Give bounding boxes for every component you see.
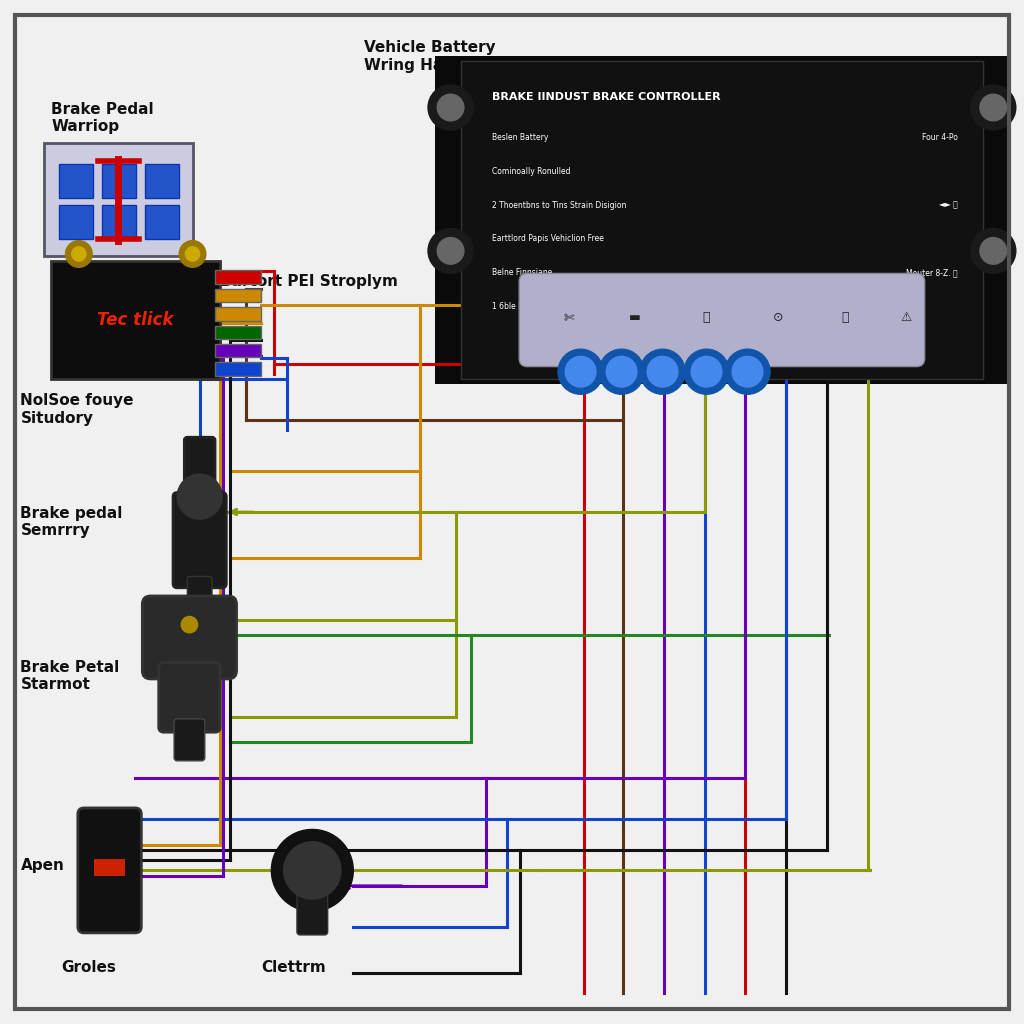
Circle shape <box>684 349 729 394</box>
Text: ⊙: ⊙ <box>773 311 783 324</box>
Circle shape <box>691 356 722 387</box>
Circle shape <box>971 228 1016 273</box>
FancyBboxPatch shape <box>159 663 220 732</box>
Text: ✄: ✄ <box>563 311 573 324</box>
Circle shape <box>732 356 763 387</box>
Text: BRAKE IINDUST BRAKE CONTROLLER: BRAKE IINDUST BRAKE CONTROLLER <box>492 92 720 102</box>
Text: Brake Petal
Starmot: Brake Petal Starmot <box>20 659 120 692</box>
Text: ◄► Ⓐ: ◄► Ⓐ <box>939 201 957 210</box>
FancyBboxPatch shape <box>215 270 261 284</box>
Circle shape <box>725 349 770 394</box>
FancyBboxPatch shape <box>435 56 1009 384</box>
Circle shape <box>185 247 200 261</box>
Circle shape <box>980 238 1007 264</box>
FancyBboxPatch shape <box>59 205 93 239</box>
FancyBboxPatch shape <box>145 205 179 239</box>
Circle shape <box>428 228 473 273</box>
Text: Vehicle Battery
Wring Hattwory: Vehicle Battery Wring Hattwory <box>364 40 500 73</box>
Circle shape <box>980 94 1007 121</box>
FancyBboxPatch shape <box>215 362 261 376</box>
Circle shape <box>177 474 222 519</box>
FancyBboxPatch shape <box>215 307 261 321</box>
FancyBboxPatch shape <box>102 164 136 198</box>
FancyBboxPatch shape <box>102 205 136 239</box>
Text: Earttlord Papis Vehiclion Free: Earttlord Papis Vehiclion Free <box>492 234 603 244</box>
Circle shape <box>971 85 1016 130</box>
Circle shape <box>437 94 464 121</box>
FancyBboxPatch shape <box>94 859 125 876</box>
Circle shape <box>640 349 685 394</box>
FancyBboxPatch shape <box>51 261 220 379</box>
Circle shape <box>181 616 198 633</box>
Circle shape <box>599 349 644 394</box>
Text: Brake pedal
Semrrry: Brake pedal Semrrry <box>20 506 123 539</box>
Text: ⬧: ⬧ <box>702 311 711 324</box>
Text: Apen: Apen <box>20 858 65 872</box>
FancyBboxPatch shape <box>297 867 328 935</box>
FancyBboxPatch shape <box>461 61 983 379</box>
Text: Groles: Groles <box>61 961 117 975</box>
Text: Brake Pedal
Warriop: Brake Pedal Warriop <box>51 101 154 134</box>
FancyBboxPatch shape <box>215 344 261 357</box>
Circle shape <box>179 241 206 267</box>
Text: 2 Thoentbns to Tins Strain Disigion: 2 Thoentbns to Tins Strain Disigion <box>492 201 626 210</box>
Text: 1 6ble Mo ca 7: 1 6ble Mo ca 7 <box>492 302 548 311</box>
FancyBboxPatch shape <box>519 273 925 367</box>
Text: Clettrm: Clettrm <box>261 961 326 975</box>
Text: Four 4-Po: Four 4-Po <box>922 133 957 142</box>
Text: Cominoally Ronulled: Cominoally Ronulled <box>492 167 570 176</box>
FancyBboxPatch shape <box>142 596 237 679</box>
Text: Belne Finnsiane: Belne Finnsiane <box>492 268 552 278</box>
Text: ▬: ▬ <box>629 311 641 324</box>
Text: NolSoe fouye
Situdory: NolSoe fouye Situdory <box>20 393 134 426</box>
Text: Beslen Battery: Beslen Battery <box>492 133 548 142</box>
FancyBboxPatch shape <box>215 289 261 302</box>
Circle shape <box>647 356 678 387</box>
FancyBboxPatch shape <box>59 164 93 198</box>
Circle shape <box>271 829 353 911</box>
Circle shape <box>558 349 603 394</box>
Circle shape <box>72 247 86 261</box>
Text: ⚠: ⚠ <box>901 311 911 324</box>
Circle shape <box>606 356 637 387</box>
Circle shape <box>284 842 341 899</box>
FancyBboxPatch shape <box>184 437 215 500</box>
FancyBboxPatch shape <box>145 164 179 198</box>
Text: ⏻: ⏻ <box>841 311 849 324</box>
Text: Bartort PEI Stroplym: Bartort PEI Stroplym <box>220 274 398 289</box>
FancyBboxPatch shape <box>215 326 261 339</box>
Circle shape <box>428 85 473 130</box>
FancyBboxPatch shape <box>78 808 141 933</box>
Circle shape <box>437 238 464 264</box>
FancyBboxPatch shape <box>173 493 226 588</box>
Circle shape <box>66 241 92 267</box>
FancyBboxPatch shape <box>174 719 205 761</box>
FancyBboxPatch shape <box>44 143 193 256</box>
Text: Mouter 8-Z. Ⓐ: Mouter 8-Z. Ⓐ <box>906 268 957 278</box>
FancyBboxPatch shape <box>187 577 212 606</box>
Text: Tec tlick: Tec tlick <box>97 311 174 329</box>
Circle shape <box>565 356 596 387</box>
